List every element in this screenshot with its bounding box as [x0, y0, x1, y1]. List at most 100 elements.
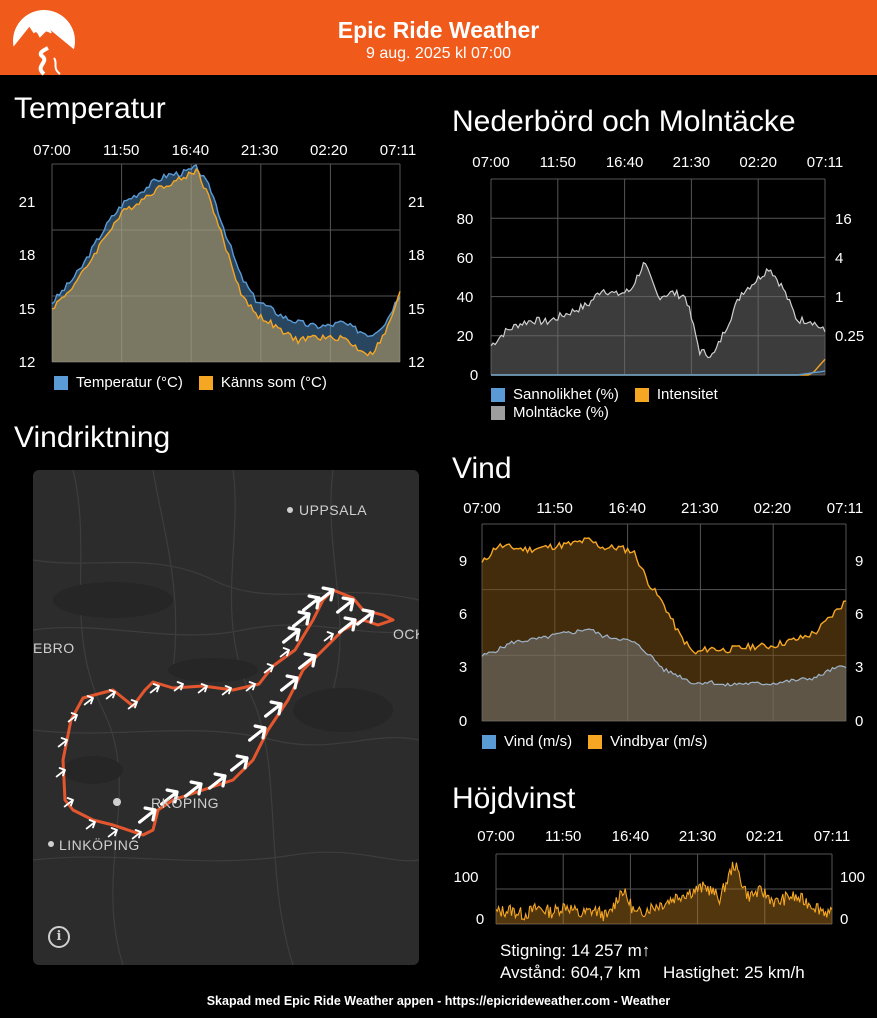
- wind-direction-map[interactable]: UPPSALA EBRO OCKI RKÖPING LINKÖPING i: [33, 470, 419, 965]
- elevation-title: Höjdvinst: [452, 782, 576, 815]
- wind-area: [482, 629, 846, 721]
- legend-swatch: [482, 734, 496, 749]
- route-speed: Hastighet: 25 km/h: [663, 963, 805, 982]
- y-tick-label-left: 40: [456, 289, 474, 306]
- y-tick-label-right: 16: [835, 211, 852, 228]
- y-tick-label-right: 1: [835, 289, 844, 306]
- wind-arrow: [57, 737, 68, 748]
- x-tick-label: 16:40: [605, 154, 644, 171]
- wind-arrow: [302, 594, 321, 612]
- precipitation-legend-row2: Molntäcke (%): [491, 404, 625, 421]
- wind-arrow: [264, 700, 283, 718]
- legend-label: Molntäcke (%): [513, 404, 609, 421]
- elevation-area: [496, 861, 832, 924]
- x-tick-label: 21:30: [240, 142, 279, 159]
- y-tick-label-right: 21: [408, 194, 425, 211]
- wind-arrow: [184, 780, 203, 798]
- y-tick-label-left: 20: [456, 328, 474, 345]
- legend-item-temperature: Temperatur (°C): [54, 374, 183, 391]
- x-tick-label: 02:20: [310, 142, 348, 159]
- legend-label: Intensitet: [656, 386, 718, 403]
- elevation-climb: Stigning: 14 257 m↑: [500, 941, 651, 960]
- cloud-cover-line: [490, 261, 826, 359]
- y-tick-label-left: 0: [458, 713, 468, 730]
- wind-line: [481, 628, 847, 687]
- legend-swatch: [491, 387, 505, 402]
- x-tick-label: 11:50: [536, 500, 573, 517]
- map-label-uppsala: UPPSALA: [299, 502, 368, 518]
- wind-arrow: [131, 829, 142, 840]
- mountain-road-logo: [6, 10, 82, 76]
- wind-arrow: [338, 616, 357, 634]
- y-tick-label-left: 0: [469, 367, 479, 384]
- wind-direction-title: Vindriktning: [14, 421, 171, 454]
- app-title: Epic Ride Weather: [337, 17, 540, 43]
- x-tick-label: 07:00: [33, 142, 71, 159]
- wind-title: Vind: [452, 452, 512, 485]
- wind-arrow: [356, 608, 375, 626]
- info-icon[interactable]: i: [48, 926, 70, 948]
- precipitation-title: Nederbörd och Molntäcke: [452, 105, 796, 138]
- wind-arrow: [316, 586, 335, 604]
- x-tick-label: 07:11: [813, 828, 851, 845]
- footer-credit: Skapad med Epic Ride Weather appen - htt…: [206, 994, 671, 1008]
- wind-arrow: [138, 806, 157, 824]
- x-tick-label: 11:50: [544, 828, 582, 845]
- y-tick-label-right: 6: [855, 606, 864, 623]
- x-tick-label: 07:11: [826, 500, 864, 517]
- y-tick-label-left: 21: [18, 194, 36, 211]
- wind-arrow: [248, 724, 267, 742]
- legend-swatch: [491, 405, 505, 420]
- wind-arrow: [245, 681, 256, 692]
- y-tick-label-left: 18: [18, 247, 36, 264]
- x-tick-label: 02:20: [753, 500, 792, 517]
- temperature-chart: [51, 163, 401, 363]
- temperature-area-feels-like: [52, 169, 400, 362]
- x-tick-label: 21:30: [678, 828, 717, 845]
- x-tick-label: 02:20: [739, 154, 777, 171]
- wind-arrow: [279, 647, 290, 658]
- y-tick-label-left: 0: [475, 911, 485, 928]
- x-tick-label: 11:50: [539, 154, 577, 171]
- legend-label: Temperatur (°C): [76, 374, 183, 391]
- forecast-date: 9 aug. 2025 kl 07:00: [365, 45, 511, 62]
- y-tick-label-right: 18: [408, 247, 425, 264]
- wind-arrow: [149, 683, 160, 694]
- x-tick-label: 16:40: [171, 142, 210, 159]
- x-tick-label: 02:21: [746, 828, 784, 845]
- x-tick-label: 16:40: [611, 828, 650, 845]
- wind-arrow: [280, 674, 299, 692]
- legend-label: Sannolikhet (%): [513, 386, 619, 403]
- temperature-line-temp: [51, 164, 401, 338]
- wind-arrow: [282, 626, 301, 644]
- wind-arrow: [63, 797, 74, 808]
- x-tick-label: 07:00: [472, 154, 510, 171]
- y-tick-label-right: 3: [855, 659, 864, 676]
- legend-item-gusts: Vindbyar (m/s): [588, 733, 707, 750]
- legend-item-cloud-cover: Molntäcke (%): [491, 404, 609, 421]
- wind-arrow: [221, 685, 232, 696]
- cloud-cover-area: [491, 262, 825, 375]
- y-tick-label-right: 9: [855, 553, 864, 570]
- x-tick-label: 11:50: [102, 142, 140, 159]
- y-tick-label-right: 4: [835, 250, 844, 267]
- y-tick-label-left: 15: [18, 301, 36, 318]
- precipitation-legend: Sannolikhet (%) Intensitet: [491, 386, 734, 403]
- wind-arrow: [263, 663, 274, 674]
- legend-item-feels-like: Känns som (°C): [198, 374, 327, 391]
- x-tick-label: 07:00: [477, 828, 515, 845]
- legend-item-wind: Vind (m/s): [482, 733, 572, 750]
- temperature-legend: Temperatur (°C) Känns som (°C): [54, 374, 343, 391]
- wind-arrow: [336, 596, 355, 614]
- legend-label: Känns som (°C): [220, 374, 327, 391]
- y-tick-label-left: 3: [458, 659, 468, 676]
- wind-arrow: [127, 699, 138, 710]
- y-tick-label-right: 100: [840, 869, 866, 886]
- wind-arrow: [292, 610, 311, 628]
- map-canvas: [33, 470, 419, 965]
- wind-arrow: [67, 712, 78, 723]
- y-tick-label-right: 12: [408, 354, 425, 371]
- wind-arrow: [55, 767, 66, 778]
- map-label-linkoping: LINKÖPING: [59, 837, 140, 853]
- gusts-line: [481, 537, 847, 655]
